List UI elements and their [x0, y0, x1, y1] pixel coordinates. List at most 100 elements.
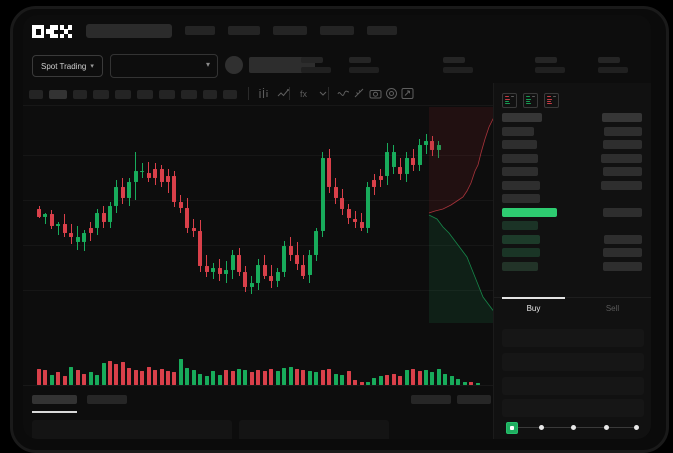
orderbook-row[interactable] — [494, 153, 651, 163]
candle-body — [307, 255, 312, 276]
timeframe-button-3[interactable] — [73, 90, 87, 99]
timeframe-button-1[interactable] — [29, 90, 43, 99]
candle-wick — [141, 163, 143, 178]
orderbook-cell-right — [602, 140, 642, 149]
order-type-field[interactable] — [502, 329, 644, 347]
amount-percent-slider[interactable] — [506, 422, 640, 434]
camera-icon[interactable] — [369, 87, 382, 100]
ruler-icon[interactable] — [353, 87, 366, 100]
volume-bar — [391, 373, 396, 385]
trading-pair-select[interactable]: ▾ — [110, 54, 218, 78]
orderbook-icon-bar — [531, 96, 535, 98]
fullscreen-icon[interactable] — [401, 87, 414, 100]
total-field[interactable] — [502, 399, 644, 417]
orderbook-row[interactable] — [494, 126, 651, 136]
tab-buy[interactable]: Buy — [526, 304, 541, 313]
candle-body — [391, 152, 396, 167]
volume-bar — [378, 375, 383, 385]
volume-bar — [185, 367, 190, 385]
orderbook-row[interactable] — [494, 194, 651, 203]
orderbook-row[interactable] — [494, 261, 651, 271]
candle-body — [269, 275, 274, 282]
candle-body — [236, 255, 241, 272]
candle-body — [365, 187, 370, 228]
timeframe-button-8[interactable] — [181, 90, 197, 99]
timeframe-button-2[interactable] — [49, 90, 67, 99]
gridline — [23, 155, 651, 156]
volume-bar — [462, 381, 467, 385]
slider-step-2[interactable] — [539, 424, 544, 430]
timeframe-button-6[interactable] — [137, 90, 153, 99]
nav-item-5[interactable] — [367, 26, 397, 35]
candles-icon[interactable] — [257, 87, 270, 100]
volume-bar — [262, 371, 267, 385]
candle-body — [159, 168, 164, 182]
slider-step-5[interactable] — [634, 424, 639, 430]
candle-body — [191, 227, 196, 232]
bottom-action-1[interactable] — [411, 395, 451, 404]
app-screen: Spot Trading ▾ ▾ fx — [23, 15, 651, 439]
orderbook-row[interactable] — [494, 234, 651, 244]
slider-step-4[interactable] — [604, 424, 609, 430]
volume-bar — [333, 373, 338, 385]
slider-handle[interactable] — [506, 422, 518, 434]
orderbook-row[interactable] — [494, 180, 651, 190]
slider-step-3[interactable] — [571, 424, 576, 430]
tab-sell[interactable]: Sell — [605, 304, 620, 313]
okx-logo[interactable] — [32, 25, 74, 38]
nav-item-3[interactable] — [273, 26, 307, 35]
orderbook-row[interactable] — [494, 248, 651, 257]
orderbook-row[interactable] — [494, 167, 651, 176]
orderbook-layout-asks-icon[interactable] — [544, 93, 559, 108]
volume-bar — [449, 375, 454, 385]
candle-body — [172, 176, 177, 202]
timeframe-button-7[interactable] — [159, 90, 175, 99]
line-chart-icon[interactable] — [277, 87, 290, 100]
price-field[interactable] — [502, 353, 644, 371]
timeframe-button-10[interactable] — [223, 90, 237, 99]
orderbook-row[interactable] — [494, 140, 651, 149]
price-chart[interactable] — [23, 105, 651, 327]
orderbook-cell-left — [502, 180, 540, 190]
coin-avatar — [225, 56, 243, 74]
spot-trading-dropdown[interactable]: Spot Trading ▾ — [32, 55, 103, 77]
orderbook-cell-right — [602, 248, 642, 257]
orderbook-icon-bar — [547, 96, 551, 98]
bottom-tab-2[interactable] — [87, 395, 127, 404]
nav-item-2[interactable] — [228, 26, 260, 35]
volume-bar — [114, 364, 119, 385]
spot-trading-label: Spot Trading — [41, 61, 87, 71]
volume-bar — [249, 372, 254, 385]
volume-bar — [166, 371, 170, 385]
indicators-icon[interactable]: fx — [299, 87, 312, 100]
orderbook-icon-bar — [552, 96, 556, 98]
search-input[interactable] — [86, 24, 172, 38]
settings-icon[interactable] — [385, 87, 398, 100]
bid-depth-area — [429, 215, 497, 323]
chevron-down-icon[interactable] — [317, 87, 330, 100]
volume-bar — [307, 371, 312, 385]
orderbook-rows[interactable] — [494, 113, 651, 275]
timeframe-button-4[interactable] — [93, 90, 109, 99]
amount-field[interactable] — [502, 377, 644, 395]
nav-item-4[interactable] — [320, 26, 354, 35]
wave-icon[interactable] — [337, 87, 350, 100]
candle-body — [385, 152, 390, 177]
orderbook-layout-both-icon[interactable] — [502, 93, 517, 108]
candle-body — [288, 246, 293, 256]
nav-item-1[interactable] — [185, 26, 215, 35]
chevron-down-icon: ▾ — [205, 60, 210, 69]
orderbook-row[interactable] — [494, 207, 651, 217]
orderbook-cell-left — [502, 126, 534, 136]
orderbook-layout-bids-icon[interactable] — [523, 93, 538, 108]
bottom-action-2[interactable] — [457, 395, 491, 404]
orderbook-icon-bar — [505, 98, 510, 100]
candle-body — [107, 205, 112, 223]
timeframe-button-5[interactable] — [115, 90, 131, 99]
volume-bar — [191, 370, 196, 385]
candle-body — [243, 271, 248, 287]
bottom-tab-active[interactable] — [32, 395, 77, 404]
candle-body — [82, 233, 87, 243]
orderbook-row[interactable] — [494, 221, 651, 230]
timeframe-button-9[interactable] — [203, 90, 217, 99]
